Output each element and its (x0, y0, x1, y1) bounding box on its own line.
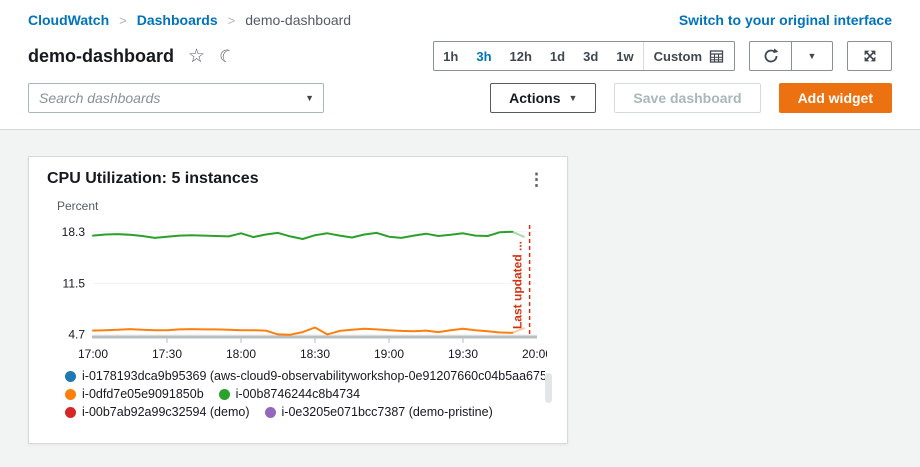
chevron-right-icon: > (119, 12, 127, 28)
svg-text:18:30: 18:30 (300, 347, 330, 361)
cpu-chart: 4.7 11.5 18.3 17:00 17:30 18:00 18:30 19:00 19:3… (47, 215, 553, 368)
breadcrumb-current: demo-dashboard (245, 12, 352, 28)
time-range-3d[interactable]: 3d (583, 48, 599, 64)
custom-label: Custom (653, 48, 702, 64)
svg-text:19:30: 19:30 (448, 347, 478, 361)
breadcrumb-dashboards[interactable]: Dashboards (136, 12, 218, 28)
widget-menu-ellipsis-icon[interactable]: ⋮ (528, 170, 545, 189)
legend-item[interactable]: i-0e3205e071bcc7387 (demo-pristine) (264, 405, 493, 419)
refresh-icon (764, 48, 778, 63)
dark-mode-moon-icon[interactable]: ☾ (216, 44, 237, 68)
legend-label: i-00b8746244c8b4734 (235, 387, 361, 401)
legend-dot-purple (264, 406, 276, 418)
svg-text:18:00: 18:00 (226, 347, 256, 361)
time-range-12h[interactable]: 12h (509, 48, 532, 64)
refresh-options-button[interactable]: ▼ (791, 42, 832, 70)
svg-text:17:00: 17:00 (78, 347, 108, 361)
refresh-button[interactable] (750, 42, 791, 70)
save-dashboard-button[interactable]: Save dashboard (614, 83, 761, 113)
chevron-down-icon: ▼ (807, 51, 817, 61)
chevron-right-icon: > (227, 12, 236, 28)
time-range-3h[interactable]: 3h (476, 48, 492, 64)
switch-interface-link[interactable]: Switch to your original interface (678, 12, 892, 28)
legend-dot-orange (65, 388, 76, 400)
legend-dot-green (218, 388, 230, 400)
search-dashboards-combobox[interactable]: ▼ (28, 83, 324, 113)
dashboard-canvas: CPU Utilization: 5 instances ⋮ Percent 4… (0, 130, 920, 467)
legend-dot-red (65, 406, 76, 418)
chart-legend: i-0178193dca9b95369 (aws-cloud9-observab… (47, 369, 545, 419)
time-range-1h[interactable]: 1h (443, 48, 459, 64)
widget-title: CPU Utilization: 5 instances (47, 170, 259, 187)
svg-text:20:00: 20:00 (522, 347, 547, 361)
chevron-down-icon: ▼ (568, 93, 578, 103)
legend-label: i-00b7ab92a99c32594 (demo) (82, 405, 250, 419)
legend-item[interactable]: i-0dfd7e05e9091850b (65, 387, 204, 401)
legend-item[interactable]: i-00b7ab92a99c32594 (demo) (65, 405, 250, 419)
svg-text:19:00: 19:00 (374, 347, 404, 361)
y-axis-unit-label: Percent (57, 199, 99, 213)
fullscreen-group (847, 41, 892, 71)
svg-text:18.3: 18.3 (62, 225, 86, 239)
legend-item[interactable]: i-00b8746244c8b4734 (218, 387, 361, 401)
cpu-utilization-widget: CPU Utilization: 5 instances ⋮ Percent 4… (28, 156, 568, 444)
svg-text:Last updated ...: Last updated ... (511, 241, 525, 329)
svg-text:11.5: 11.5 (63, 276, 86, 290)
time-range-group: 1h 3h 12h 1d 3d 1w Custom (433, 41, 735, 71)
breadcrumb: CloudWatch > Dashboards > demo-dashboard (28, 12, 351, 28)
svg-text:4.7: 4.7 (68, 328, 85, 342)
breadcrumb-cloudwatch[interactable]: CloudWatch (28, 12, 110, 28)
legend-item[interactable]: i-0178193dca9b95369 (aws-cloud9-observab… (65, 369, 545, 383)
legend-dot-blue (65, 370, 76, 382)
favorite-star-icon[interactable]: ☆ (188, 45, 206, 67)
page-title: demo-dashboard (28, 45, 175, 66)
line-chart-svg: 4.7 11.5 18.3 17:00 17:30 18:00 18:30 19:00 19:3… (62, 225, 553, 361)
legend-label: i-0178193dca9b95369 (aws-cloud9-observab… (82, 369, 545, 383)
page-header: CloudWatch > Dashboards > demo-dashboard… (0, 0, 920, 130)
time-range-custom[interactable]: Custom (642, 42, 734, 70)
calendar-icon (709, 49, 724, 63)
fullscreen-expand-icon (864, 50, 875, 62)
fullscreen-button[interactable] (848, 42, 891, 70)
search-input[interactable] (28, 83, 324, 113)
svg-text:17:30: 17:30 (152, 347, 182, 361)
refresh-group: ▼ (749, 41, 833, 71)
legend-scrollbar-thumb[interactable] (545, 373, 552, 403)
actions-button[interactable]: Actions ▼ (490, 83, 597, 113)
legend-label: i-0dfd7e05e9091850b (82, 387, 204, 401)
time-range-1d[interactable]: 1d (549, 48, 566, 64)
time-range-1w[interactable]: 1w (616, 48, 634, 64)
legend-label: i-0e3205e071bcc7387 (demo-pristine) (281, 405, 493, 419)
add-widget-button[interactable]: Add widget (778, 83, 892, 113)
actions-label: Actions (509, 90, 561, 106)
